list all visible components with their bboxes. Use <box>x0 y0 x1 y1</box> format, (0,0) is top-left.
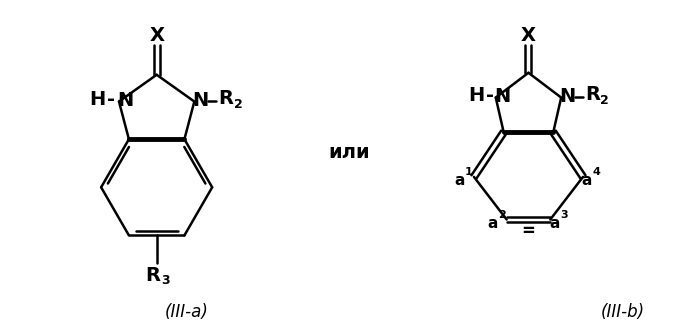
Text: (III-b): (III-b) <box>600 303 644 321</box>
Text: 2: 2 <box>233 98 243 111</box>
Text: a: a <box>582 173 592 188</box>
Text: N: N <box>117 91 133 110</box>
Text: или: или <box>329 143 370 162</box>
Text: R: R <box>145 266 160 284</box>
Text: -: - <box>486 86 493 105</box>
Text: N: N <box>559 87 575 106</box>
Text: 3: 3 <box>561 210 568 219</box>
Text: -: - <box>107 90 115 109</box>
Text: R: R <box>219 89 233 108</box>
Text: 2: 2 <box>600 94 610 107</box>
Text: H: H <box>89 90 106 109</box>
Text: a: a <box>549 216 559 231</box>
Text: a: a <box>455 173 466 188</box>
Text: X: X <box>149 26 164 44</box>
Text: H: H <box>468 86 484 105</box>
Text: 3: 3 <box>161 274 170 287</box>
Text: a: a <box>488 216 498 231</box>
Text: 2: 2 <box>498 210 505 219</box>
Text: 1: 1 <box>465 167 473 177</box>
Text: N: N <box>495 87 511 106</box>
Text: X: X <box>521 26 536 44</box>
Text: N: N <box>192 91 208 110</box>
Text: (III-a): (III-a) <box>164 303 208 321</box>
Text: R: R <box>586 85 600 104</box>
Text: =: = <box>521 222 535 240</box>
Text: 4: 4 <box>593 167 601 177</box>
